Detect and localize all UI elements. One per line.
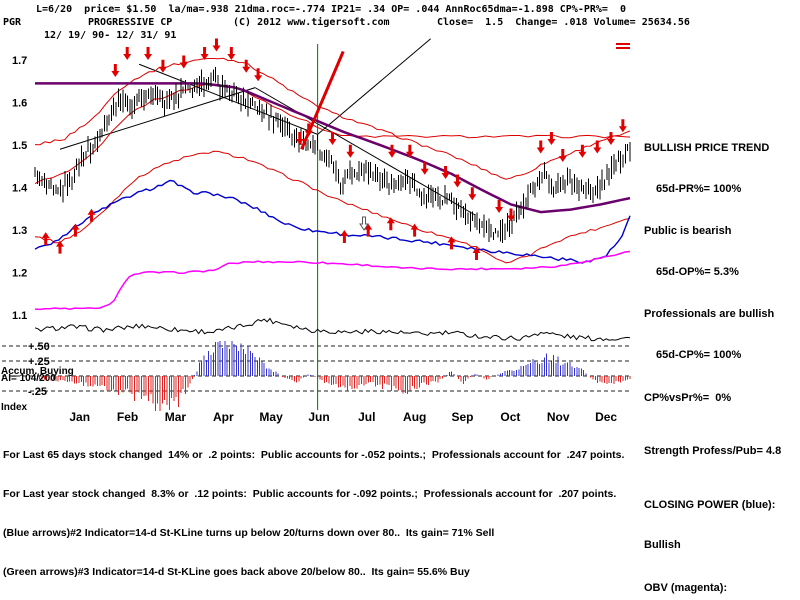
analysis-panel: BULLISH PRICE TREND 65d-PR%= 100% Public… [644,116,800,600]
annotation-public-sentiment: Public is bearish [644,225,732,237]
svg-text:1.7: 1.7 [12,55,27,67]
svg-text:1.4: 1.4 [12,183,28,195]
annotation-cp-vs-pr: CP%vsPr%= 0% [644,392,732,404]
svg-text:Aug: Aug [403,410,426,424]
price-axis-labels: 1.7 1.6 1.5 1.4 1.3 1.2 1.1 [12,55,28,322]
ai-axis-labels: +.50 +.25 -.25 [28,341,50,398]
annotation-professional-sentiment: Professionals are bullish [644,308,775,320]
svg-text:Mar: Mar [165,410,187,424]
annotation-65d-op: 65d-OP%= 5.3% [656,266,739,278]
svg-text:Jul: Jul [358,410,375,424]
footer-notes: For Last 65 days stock changed 14% or .2… [3,423,797,600]
footer-blue-arrows-key: (Blue arrows)#2 Indicator=14-d St-KLine … [3,527,495,539]
closing-power-line [34,179,631,264]
trendlines [59,38,476,216]
ticker-symbol: PGR [3,17,22,28]
price-bands [34,57,631,264]
dma-line [35,82,631,214]
accum-label-line2: Index [1,402,28,413]
annotation-65d-cp: 65d-CP%= 100% [656,349,742,361]
annotation-strength-ratio: Strength Profess/Pub= 4.8 [644,445,782,457]
annotation-65d-pr: 65d-PR%= 100% [656,183,742,195]
svg-text:1.3: 1.3 [12,225,27,237]
price-bars [34,66,631,243]
accum-histogram [34,341,631,411]
ai-value-label: AI= 104/200 [1,373,56,384]
annotation-price-trend: BULLISH PRICE TREND [644,142,770,154]
month-axis-labels: Jan Feb Mar Apr May Jun Jul Aug Sep Oct Nov Dec [69,410,617,424]
quote-summary: Close= 1.5 Change= .018 Volume= 25634.56 [437,17,690,28]
annotation-closing-power-title: CLOSING POWER (blue): [644,499,776,511]
svg-text:Sep: Sep [451,410,473,424]
copyright-notice: (C) 2012 www.tigersoft.com [233,17,390,28]
svg-text:Feb: Feb [117,410,138,424]
accum-label-line1: Accum. Buying [1,366,74,377]
obv-line [34,250,631,311]
accum-buying-index-label: Accum. Buying Index [1,342,74,438]
chart-title: PROGRESSIVE CP [88,17,173,28]
footer-green-arrows-key: (Green arrows)#3 Indicator=14-d St-KLine… [3,566,470,578]
svg-text:1.2: 1.2 [12,268,27,280]
annotation-obv-title: OBV (magenta): [644,582,728,594]
annotation-closing-power-state: Bullish [644,539,681,551]
svg-text:1.1: 1.1 [12,310,27,322]
svg-text:+.50: +.50 [28,341,50,353]
indicator-readout-line: L=6/20 price= $1.50 la/ma=.938 21dma.roc… [36,4,627,15]
svg-text:+.25: +.25 [28,356,50,368]
svg-text:1.6: 1.6 [12,98,27,110]
date-range-label: 12/ 19/ 90- 12/ 31/ 91 [44,30,177,41]
footer-year-summary: For Last year stock changed 8.3% or .12 … [3,488,617,500]
svg-text:1.5: 1.5 [12,140,27,152]
signal-arrows [41,38,627,260]
footer-65day-summary: For Last 65 days stock changed 14% or .2… [3,449,625,461]
svg-text:-.25: -.25 [28,386,47,398]
svg-text:Apr: Apr [213,410,234,424]
svg-text:Jan: Jan [69,410,90,424]
svg-text:Oct: Oct [500,410,520,424]
svg-text:Nov: Nov [547,410,570,424]
corner-marker [616,43,630,49]
svg-text:Dec: Dec [595,410,617,424]
svg-text:Jun: Jun [308,410,329,424]
svg-text:May: May [259,410,283,424]
relative-strength-line [34,317,631,342]
